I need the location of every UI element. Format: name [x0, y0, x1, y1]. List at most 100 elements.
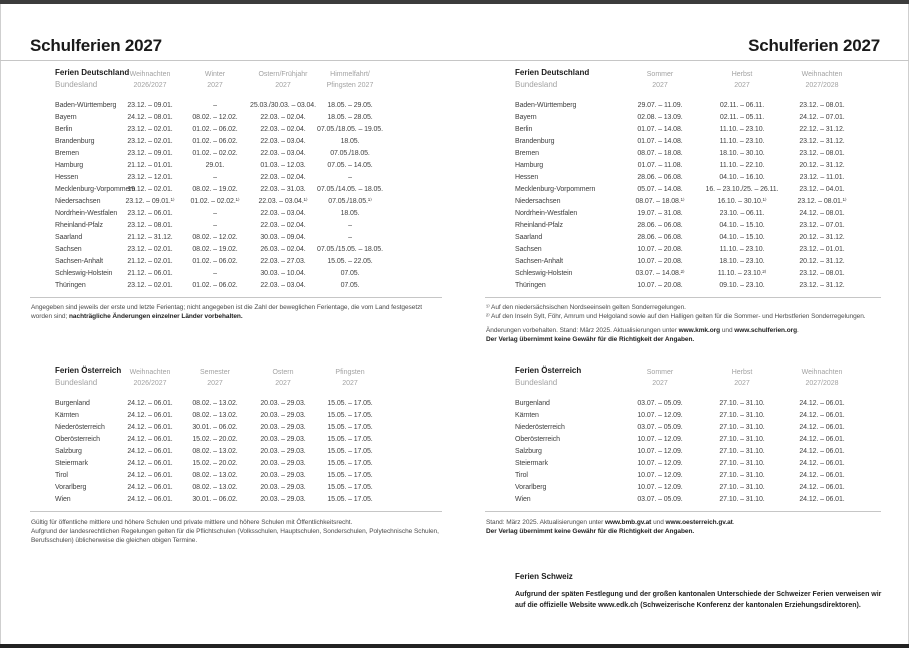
region-label: Thüringen	[515, 282, 546, 289]
date-range: 18.05.	[340, 138, 360, 145]
column-header: Ostern 2027	[272, 369, 294, 387]
date-range: 21.12. – 02.01.	[127, 258, 173, 265]
date-range: 01.07. – 11.08.	[637, 162, 683, 169]
table-row: Tirol 24.12. – 06.01. 08.02. – 13.02. 20.03…	[55, 470, 422, 482]
date-range: 07.05.	[340, 270, 360, 277]
date-range: 07.05. – 14.05.	[327, 162, 373, 169]
date-range: –	[213, 222, 217, 229]
table-header: Ferien Österreich Bundesland Sommer 2027 …	[515, 366, 880, 392]
date-range: 18.05. – 29.05.	[327, 102, 373, 109]
date-range: –	[348, 234, 352, 241]
date-range: 15.05. – 17.05.	[327, 412, 373, 419]
date-range: –	[213, 102, 217, 109]
region-label: Sachsen	[55, 246, 82, 253]
region-label: Tirol	[515, 472, 528, 479]
region-label: Nordrhein-Westfalen	[55, 210, 118, 217]
table-row: Brandenburg 01.07. – 14.08. 11.10. – 23.10…	[515, 136, 880, 148]
region-label: Burgenland	[55, 400, 90, 407]
table-austria-left: Ferien Österreich Bundesland Weihnachten…	[55, 366, 422, 506]
table-row: Salzburg 10.07. – 12.09. 27.10. – 31.10. 24…	[515, 446, 880, 458]
date-range: 23.12. – 08.01.	[799, 150, 845, 157]
date-range: 23.12. – 12.01.	[127, 174, 173, 181]
table-row: Wien 03.07. – 05.09. 27.10. – 31.10. 24.12.…	[515, 494, 880, 506]
date-range: 20.03. – 29.03.	[260, 436, 306, 443]
table-row: Mecklenburg-Vorpommern 19.12. – 02.01. 08.…	[55, 184, 422, 196]
date-range: 09.10. – 23.10.	[719, 282, 765, 289]
table-row: Sachsen 10.07. – 20.08. 11.10. – 23.10. 23.…	[515, 244, 880, 256]
table-row: Brandenburg 23.12. – 02.01. 01.02. – 06.02…	[55, 136, 422, 148]
table-row: Berlin 23.12. – 02.01. 01.02. – 06.02. 22.0…	[55, 124, 422, 136]
date-range: 01.03. – 12.03.	[260, 162, 306, 169]
column-header: Ostern/Frühjahr 2027	[258, 71, 308, 89]
region-label: Niederösterreich	[515, 424, 565, 431]
region-label: Rheinland-Pfalz	[55, 222, 103, 229]
column-header: Herbst 2027	[731, 369, 753, 387]
region-label: Brandenburg	[55, 138, 95, 145]
table-row: Bremen 08.07. – 18.08. 18.10. – 30.10. 23.1…	[515, 148, 880, 160]
date-range: 10.07. – 12.09.	[637, 412, 683, 419]
date-range: 15.05. – 17.05.	[327, 472, 373, 479]
date-range: 24.12. – 06.01.	[127, 436, 173, 443]
date-range: 20.03. – 29.03.	[260, 400, 306, 407]
date-range: 24.12. – 06.01.	[799, 460, 845, 467]
date-range: 10.07. – 20.08.	[637, 246, 683, 253]
date-range: 20.03. – 29.03.	[260, 484, 306, 491]
footnote-text: Aufgrund der landesrechtlichen Regelunge…	[31, 528, 439, 544]
table-row: Burgenland 03.07. – 05.09. 27.10. – 31.10.…	[515, 398, 880, 410]
germany-footnote: Angegeben sind jeweils der erste und let…	[31, 303, 440, 321]
footnote-2: ²⁾ Auf den Inseln Sylt, Föhr, Amrum und …	[486, 313, 866, 320]
date-range: 03.07. – 14.08.²⁾	[635, 270, 685, 277]
germany-footnotes-right: ¹⁾ Auf den niedersächsischen Nordseeinse…	[486, 303, 881, 344]
date-range: 20.03. – 29.03.	[260, 496, 306, 503]
table-row: Bremen 23.12. – 09.01. 01.02. – 02.02. 22.0…	[55, 148, 422, 160]
region-label: Oberösterreich	[515, 436, 560, 443]
date-range: 10.07. – 12.09.	[637, 460, 683, 467]
table-row: Schleswig-Holstein 03.07. – 14.08.²⁾ 11.10…	[515, 268, 880, 280]
footnote-1: ¹⁾ Auf den niedersächsischen Nordseeinse…	[486, 304, 686, 311]
region-label: Brandenburg	[515, 138, 555, 145]
date-range: 08.02. – 13.02.	[192, 484, 238, 491]
table-row: Bayern 02.08. – 13.09. 02.11. – 05.11. 24.1…	[515, 112, 880, 124]
disclaimer: Der Verlag übernimmt keine Gewähr für di…	[486, 336, 695, 343]
date-range: –	[213, 270, 217, 277]
table-body: Burgenland 03.07. – 05.09. 27.10. – 31.10.…	[515, 398, 880, 506]
table-row: Rheinland-Pfalz 28.06. – 06.08. 04.10. – 1…	[515, 220, 880, 232]
table-row: Niedersachsen 08.07. – 18.08.¹⁾ 16.10. – 3…	[515, 196, 880, 208]
region-label: Niedersachsen	[515, 198, 561, 205]
date-range: 27.10. – 31.10.	[719, 412, 765, 419]
date-range: 11.10. – 23.10.	[719, 246, 765, 253]
date-range: 24.12. – 07.01.	[799, 114, 845, 121]
date-range: 29.01.	[205, 162, 225, 169]
date-range: 10.07. – 20.08.	[637, 258, 683, 265]
date-range: 15.05. – 17.05.	[327, 460, 373, 467]
date-range: 23.12. – 06.01.	[127, 210, 173, 217]
date-range: 20.12. – 31.12.	[799, 258, 845, 265]
region-label: Oberösterreich	[55, 436, 100, 443]
date-range: 08.02. – 13.02.	[192, 412, 238, 419]
region-label: Berlin	[55, 126, 73, 133]
date-range: 27.10. – 31.10.	[719, 472, 765, 479]
date-range: 15.05. – 17.05.	[327, 496, 373, 503]
region-label: Schleswig-Holstein	[55, 270, 113, 277]
table-row: Thüringen 10.07. – 20.08. 09.10. – 23.10. 2…	[515, 280, 880, 292]
table-row: Oberösterreich 10.07. – 12.09. 27.10. – 31…	[515, 434, 880, 446]
table-header: Ferien Deutschland Bundesland Weihnachte…	[55, 68, 422, 94]
date-range: 25.03./30.03. – 03.04.	[250, 102, 316, 109]
table-row: Niedersachsen 23.12. – 09.01.¹⁾ 01.02. – 0…	[55, 196, 422, 208]
switzerland-section: Ferien Schweiz Aufgrund der späten Festl…	[515, 572, 883, 611]
date-range: 24.12. – 08.01.	[127, 114, 173, 121]
date-range: 22.03. – 02.04.	[260, 126, 306, 133]
date-range: 23.12. – 02.01.	[127, 246, 173, 253]
region-label: Schleswig-Holstein	[515, 270, 573, 277]
date-range: 18.05.	[340, 210, 360, 217]
date-range: 23.12. – 01.01.	[799, 246, 845, 253]
date-range: –	[213, 174, 217, 181]
date-range: 08.02. – 12.02.	[192, 114, 238, 121]
column-header: Weihnachten 2026/2027	[129, 369, 171, 387]
column-header: Sommer 2027	[646, 71, 674, 89]
table-row: Saarland 28.06. – 06.08. 04.10. – 15.10. 20…	[515, 232, 880, 244]
region-label: Mecklenburg-Vorpommern	[515, 186, 596, 193]
region-label: Sachsen	[515, 246, 542, 253]
date-range: 08.02. – 13.02.	[192, 472, 238, 479]
footnote-text: und	[651, 519, 666, 526]
